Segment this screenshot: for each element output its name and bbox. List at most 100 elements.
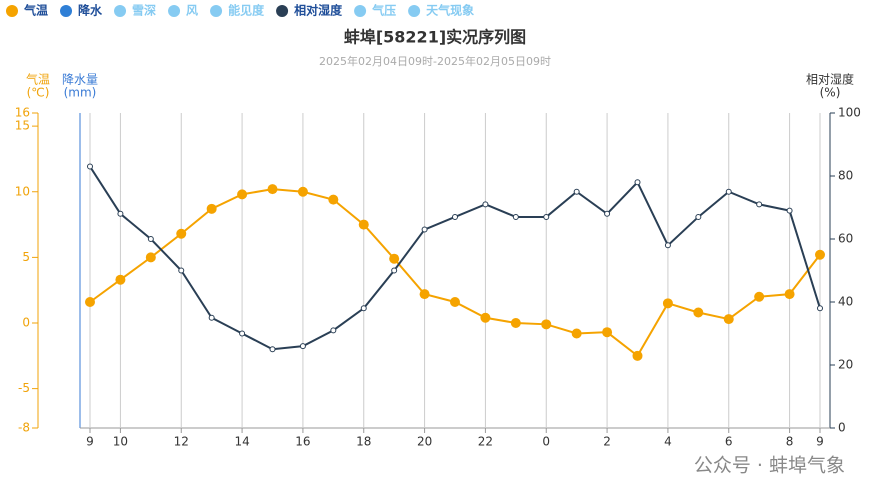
- point: [662, 298, 673, 309]
- x-tick-label: 0: [542, 435, 550, 449]
- y2-tick-label: 60: [838, 232, 853, 246]
- point: [723, 314, 734, 325]
- point: [237, 189, 248, 200]
- x-tick-label: 14: [234, 435, 249, 449]
- y2-tick-label: 20: [838, 358, 853, 372]
- y-tick-label: 5: [22, 250, 30, 264]
- y-tick-label: 15: [15, 119, 30, 133]
- point: [632, 350, 643, 361]
- legend-label: 相对湿度: [294, 3, 343, 18]
- precip-axis-label: 降水量: [62, 73, 98, 87]
- point: [512, 213, 519, 220]
- point: [176, 228, 187, 239]
- legend-label: 气压: [371, 3, 396, 18]
- y-axis-unit: (℃): [27, 86, 50, 100]
- point: [328, 194, 339, 205]
- point: [389, 253, 400, 264]
- point: [208, 314, 215, 321]
- point: [421, 226, 428, 233]
- point: [297, 186, 308, 197]
- x-tick-label: 8: [786, 435, 794, 449]
- point: [147, 236, 154, 242]
- legend-icon: [210, 5, 223, 17]
- point: [117, 210, 124, 217]
- x-tick-label: 4: [664, 435, 672, 449]
- y2-axis-label: 相对湿度: [806, 72, 854, 87]
- point: [360, 305, 367, 312]
- point: [267, 184, 278, 195]
- y-tick-label: -5: [18, 381, 30, 395]
- point: [664, 242, 671, 249]
- series-line: [89, 166, 821, 351]
- watermark: 公众号 · 蚌埠气象: [694, 455, 845, 477]
- x-tick-label: 9: [816, 435, 824, 449]
- point: [693, 307, 704, 318]
- legend-label: 能见度: [228, 3, 265, 18]
- legend-label: 风: [186, 4, 198, 18]
- x-tick-label: 9: [86, 435, 94, 449]
- chart-subtitle: 2025年02月04日09时-2025年02月05日09时: [319, 54, 551, 68]
- point: [817, 305, 823, 312]
- x-tick-label: 18: [356, 435, 371, 449]
- x-tick-label: 22: [478, 435, 493, 449]
- point: [695, 213, 702, 220]
- y-axis-label: 气温: [26, 72, 50, 87]
- point: [541, 319, 552, 330]
- point: [482, 201, 489, 208]
- point: [391, 267, 398, 274]
- legend-icon: [168, 5, 181, 17]
- point: [725, 188, 732, 195]
- point: [510, 318, 521, 328]
- legend-icon: [408, 5, 421, 17]
- point: [602, 327, 613, 338]
- y2-tick-label: 100: [838, 106, 861, 120]
- legend-label: 天气现象: [426, 3, 474, 18]
- point: [145, 252, 156, 263]
- legend-label: 气温: [23, 3, 48, 18]
- y2-tick-label: 0: [838, 421, 846, 435]
- point: [419, 289, 430, 300]
- point: [784, 289, 795, 300]
- x-tick-label: 12: [174, 435, 189, 449]
- point: [299, 343, 306, 350]
- y2-tick-label: 80: [838, 169, 853, 183]
- x-tick-label: 10: [113, 435, 128, 449]
- point: [604, 210, 611, 217]
- point: [358, 219, 369, 230]
- y2-tick-label: 40: [838, 295, 853, 309]
- x-tick-label: 20: [417, 435, 432, 449]
- point: [85, 297, 95, 307]
- point: [450, 297, 460, 307]
- legend-icon: [354, 5, 367, 17]
- point: [206, 203, 217, 214]
- point: [480, 312, 491, 323]
- legend-icon: [60, 5, 73, 17]
- point: [571, 328, 582, 339]
- y2-axis-unit: (%): [820, 86, 841, 100]
- point: [815, 249, 825, 260]
- point: [115, 274, 126, 285]
- legend-icon: [276, 5, 289, 17]
- point: [330, 327, 337, 334]
- x-tick-label: 2: [603, 435, 611, 449]
- point: [786, 207, 793, 214]
- y-tick-label: 10: [15, 184, 30, 198]
- point: [178, 267, 185, 274]
- point: [543, 213, 550, 220]
- point: [452, 213, 458, 220]
- point: [634, 179, 641, 186]
- y-tick-label: 0: [22, 316, 30, 330]
- legend-label: 降水: [78, 3, 103, 18]
- y-tick-label: 16: [15, 106, 30, 120]
- x-tick-label: 6: [725, 435, 733, 449]
- point: [754, 291, 765, 302]
- point: [269, 346, 276, 353]
- x-tick-label: 16: [295, 435, 310, 449]
- point: [239, 330, 246, 337]
- legend-icon: [6, 5, 18, 17]
- chart-title: 蚌埠[58221]实况序列图: [344, 28, 526, 47]
- point: [756, 201, 763, 208]
- legend-icon: [114, 5, 127, 17]
- point: [573, 188, 580, 195]
